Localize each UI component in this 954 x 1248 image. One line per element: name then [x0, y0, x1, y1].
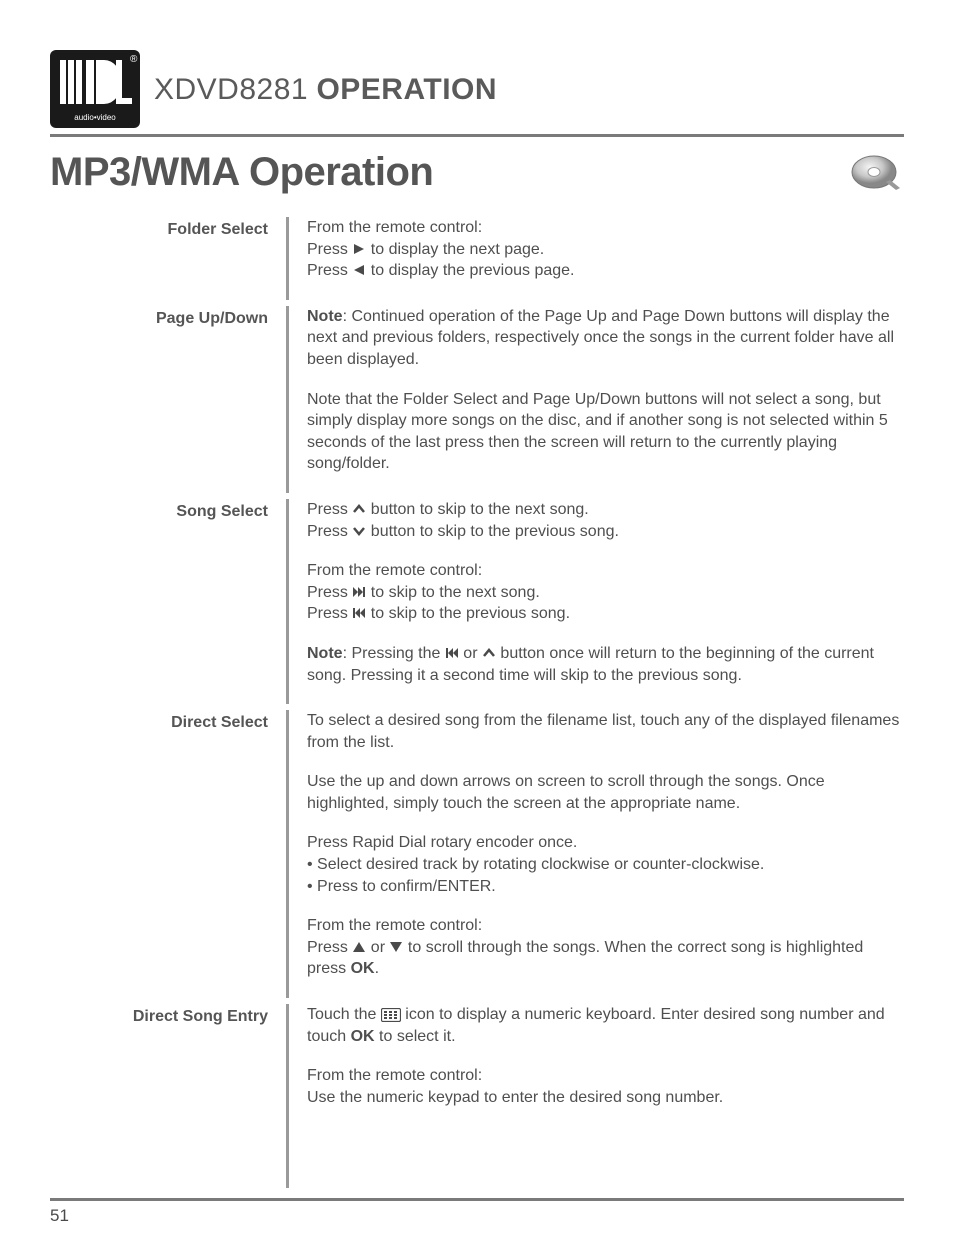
header: audio•video ® XDVD8281 OPERATION	[50, 50, 904, 128]
paragraph: From the remote control: Press to displa…	[307, 217, 904, 282]
chevron-up-icon	[352, 502, 366, 516]
disc-icon	[850, 152, 904, 192]
paragraph: To select a desired song from the filena…	[307, 710, 904, 753]
text: to display the previous page.	[366, 262, 574, 279]
paragraph: Note: Pressing the or button once will r…	[307, 643, 904, 686]
paragraph: From the remote control: Use the numeric…	[307, 1065, 904, 1108]
section-label: Folder Select	[50, 217, 286, 241]
text: : Continued operation of the Page Up and…	[307, 308, 894, 368]
paragraph: Use the up and down arrows on screen to …	[307, 771, 904, 814]
skip-prev-icon	[445, 646, 459, 660]
paragraph: Press Rapid Dial rotary encoder once. • …	[307, 832, 904, 897]
paragraph: Press button to skip to the next song. P…	[307, 499, 904, 542]
operation-label: OPERATION	[316, 73, 497, 106]
play-left-icon	[352, 263, 366, 277]
skip-next-icon	[352, 585, 366, 599]
text: From the remote control:	[307, 1067, 482, 1084]
section-body: To select a desired song from the filena…	[286, 710, 904, 998]
chevron-down-icon	[352, 524, 366, 538]
footer-rule	[50, 1198, 904, 1201]
text: button to skip to the previous song.	[366, 523, 619, 540]
section-label: Song Select	[50, 499, 286, 523]
text: Press	[307, 501, 352, 518]
model-number: XDVD8281	[154, 73, 308, 106]
note-bold: Note	[307, 308, 343, 325]
paragraph: From the remote control: Press or to scr…	[307, 915, 904, 980]
text: Touch the	[307, 1006, 381, 1023]
text: Press	[307, 605, 352, 622]
text: Press	[307, 241, 352, 258]
text: Press	[307, 262, 352, 279]
section-label: Direct Song Entry	[50, 1004, 286, 1028]
header-rule	[50, 134, 904, 137]
text: to display the next page.	[366, 241, 544, 258]
page-number: 51	[50, 1205, 904, 1228]
text: .	[375, 960, 379, 977]
section-label: Direct Select	[50, 710, 286, 734]
text: Press	[307, 584, 352, 601]
text: : Pressing the	[343, 645, 445, 662]
text: to skip to the next song.	[366, 584, 539, 601]
content-sections: Folder Select From the remote control: P…	[50, 217, 904, 1188]
section-direct-song-entry: Direct Song Entry Touch the icon to disp…	[50, 1004, 904, 1188]
text: Press	[307, 523, 352, 540]
play-right-icon	[352, 242, 366, 256]
section-folder-select: Folder Select From the remote control: P…	[50, 217, 904, 300]
text: • Press to confirm/ENTER.	[307, 878, 496, 895]
text: button to skip to the next song.	[366, 501, 588, 518]
brand-logo: audio•video ®	[50, 50, 140, 128]
svg-text:audio•video: audio•video	[74, 113, 116, 122]
chevron-up-icon	[482, 646, 496, 660]
title-row: MP3/WMA Operation	[50, 145, 904, 199]
triangle-down-icon	[389, 940, 403, 954]
text: From the remote control:	[307, 219, 482, 236]
ok-bold: OK	[351, 960, 375, 977]
section-body: Touch the icon to display a numeric keyb…	[286, 1004, 904, 1188]
text: • Select desired track by rotating clock…	[307, 856, 764, 873]
triangle-up-icon	[352, 940, 366, 954]
note-bold: Note	[307, 645, 343, 662]
text: From the remote control:	[307, 562, 482, 579]
paragraph: From the remote control: Press to skip t…	[307, 560, 904, 625]
section-song-select: Song Select Press button to skip to the …	[50, 499, 904, 704]
model-line: XDVD8281 OPERATION	[154, 70, 497, 129]
keypad-icon	[381, 1008, 401, 1022]
skip-prev-icon	[352, 606, 366, 620]
page-title: MP3/WMA Operation	[50, 145, 433, 199]
paragraph: Touch the icon to display a numeric keyb…	[307, 1004, 904, 1047]
text: or	[459, 645, 482, 662]
paragraph: Note that the Folder Select and Page Up/…	[307, 389, 904, 475]
section-body: Note: Continued operation of the Page Up…	[286, 306, 904, 493]
text: to skip to the previous song.	[366, 605, 570, 622]
text: Use the numeric keypad to enter the desi…	[307, 1089, 723, 1106]
section-body: Press button to skip to the next song. P…	[286, 499, 904, 704]
section-body: From the remote control: Press to displa…	[286, 217, 904, 300]
ok-bold: OK	[351, 1028, 375, 1045]
text: From the remote control:	[307, 917, 482, 934]
text: Press	[307, 939, 352, 956]
text: or	[366, 939, 389, 956]
paragraph: Note: Continued operation of the Page Up…	[307, 306, 904, 371]
section-page-updown: Page Up/Down Note: Continued operation o…	[50, 306, 904, 493]
text: to select it.	[375, 1028, 456, 1045]
section-label: Page Up/Down	[50, 306, 286, 330]
text: Press Rapid Dial rotary encoder once.	[307, 834, 577, 851]
svg-text:®: ®	[130, 54, 138, 65]
section-direct-select: Direct Select To select a desired song f…	[50, 710, 904, 998]
